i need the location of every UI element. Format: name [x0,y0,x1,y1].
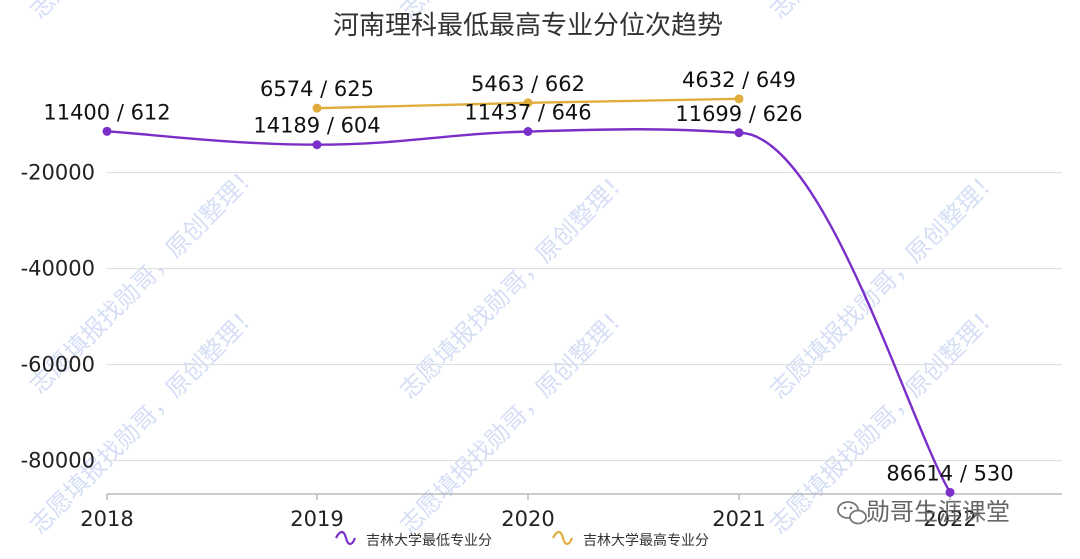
data-labels: 11400 / 612 14189 / 604 11437 / 646 11699 /… [43,68,1013,486]
wechat-icon [837,501,867,525]
watermark-text: 志愿填报找勋哥，原创整理！ [394,164,634,404]
data-point[interactable] [102,126,112,136]
x-tick-label: 2018 [80,507,133,531]
y-tick-label: -40000 [21,257,95,281]
gridlines [107,172,1062,462]
legend-swatch [552,530,574,546]
series-line [106,128,952,493]
chart-title: 河南理科最低最高专业分位次趋势 [333,11,723,41]
x-axis: 2018 2019 2020 2021 2022 [80,493,1062,531]
data-point[interactable] [312,103,322,113]
y-axis: -20000 -40000 -60000 -80000 [21,161,95,473]
data-label: 5463 / 662 [471,72,585,96]
legend-item[interactable]: 吉林大学最低专业分 [335,530,492,549]
watermark-text: 志愿填报找勋哥，原创整理！ [394,299,634,539]
x-tick-label: 2019 [290,507,343,531]
brand-watermark: 勋哥生涯课堂 [837,498,1010,526]
watermark-text: 志愿填报找勋哥，原创整理！ [764,164,1004,404]
data-label: 11699 / 626 [675,102,802,126]
data-label: 11400 / 612 [43,100,170,124]
legend[interactable]: 吉林大学最低专业分 吉林大学最高专业分 [335,530,709,549]
x-tick-label: 2022 [923,507,976,531]
watermark-text: 志愿填报找勋哥，原创整理！ [24,0,264,24]
data-label: 14189 / 604 [253,114,380,138]
data-point[interactable] [523,98,533,108]
legend-item[interactable]: 吉林大学最高专业分 [552,530,709,549]
x-tick-label: 2021 [712,507,765,531]
y-tick-label: -20000 [21,161,95,185]
watermark-text: 志愿填报找勋哥，原创整理！ [24,299,264,539]
legend-swatch [335,530,357,546]
x-tick-label: 2020 [501,507,554,531]
data-point[interactable] [523,126,533,136]
watermark-text: 志愿填报找勋哥，原创整理！ [764,0,1004,24]
data-point[interactable] [312,140,322,150]
y-tick-label: -80000 [21,449,95,473]
data-label: 4632 / 649 [682,68,796,92]
data-label: 86614 / 530 [886,461,1013,485]
data-label: 6574 / 625 [260,77,374,101]
data-label: 11437 / 646 [464,100,591,124]
data-point[interactable] [734,128,744,138]
data-point[interactable] [734,94,744,104]
legend-label: 吉林大学最低专业分 [366,533,492,549]
brand-text: 勋哥生涯课堂 [866,498,1010,526]
y-tick-label: -60000 [21,353,95,377]
legend-label: 吉林大学最高专业分 [583,532,709,549]
series-layer [102,94,955,497]
data-point[interactable] [945,487,955,497]
